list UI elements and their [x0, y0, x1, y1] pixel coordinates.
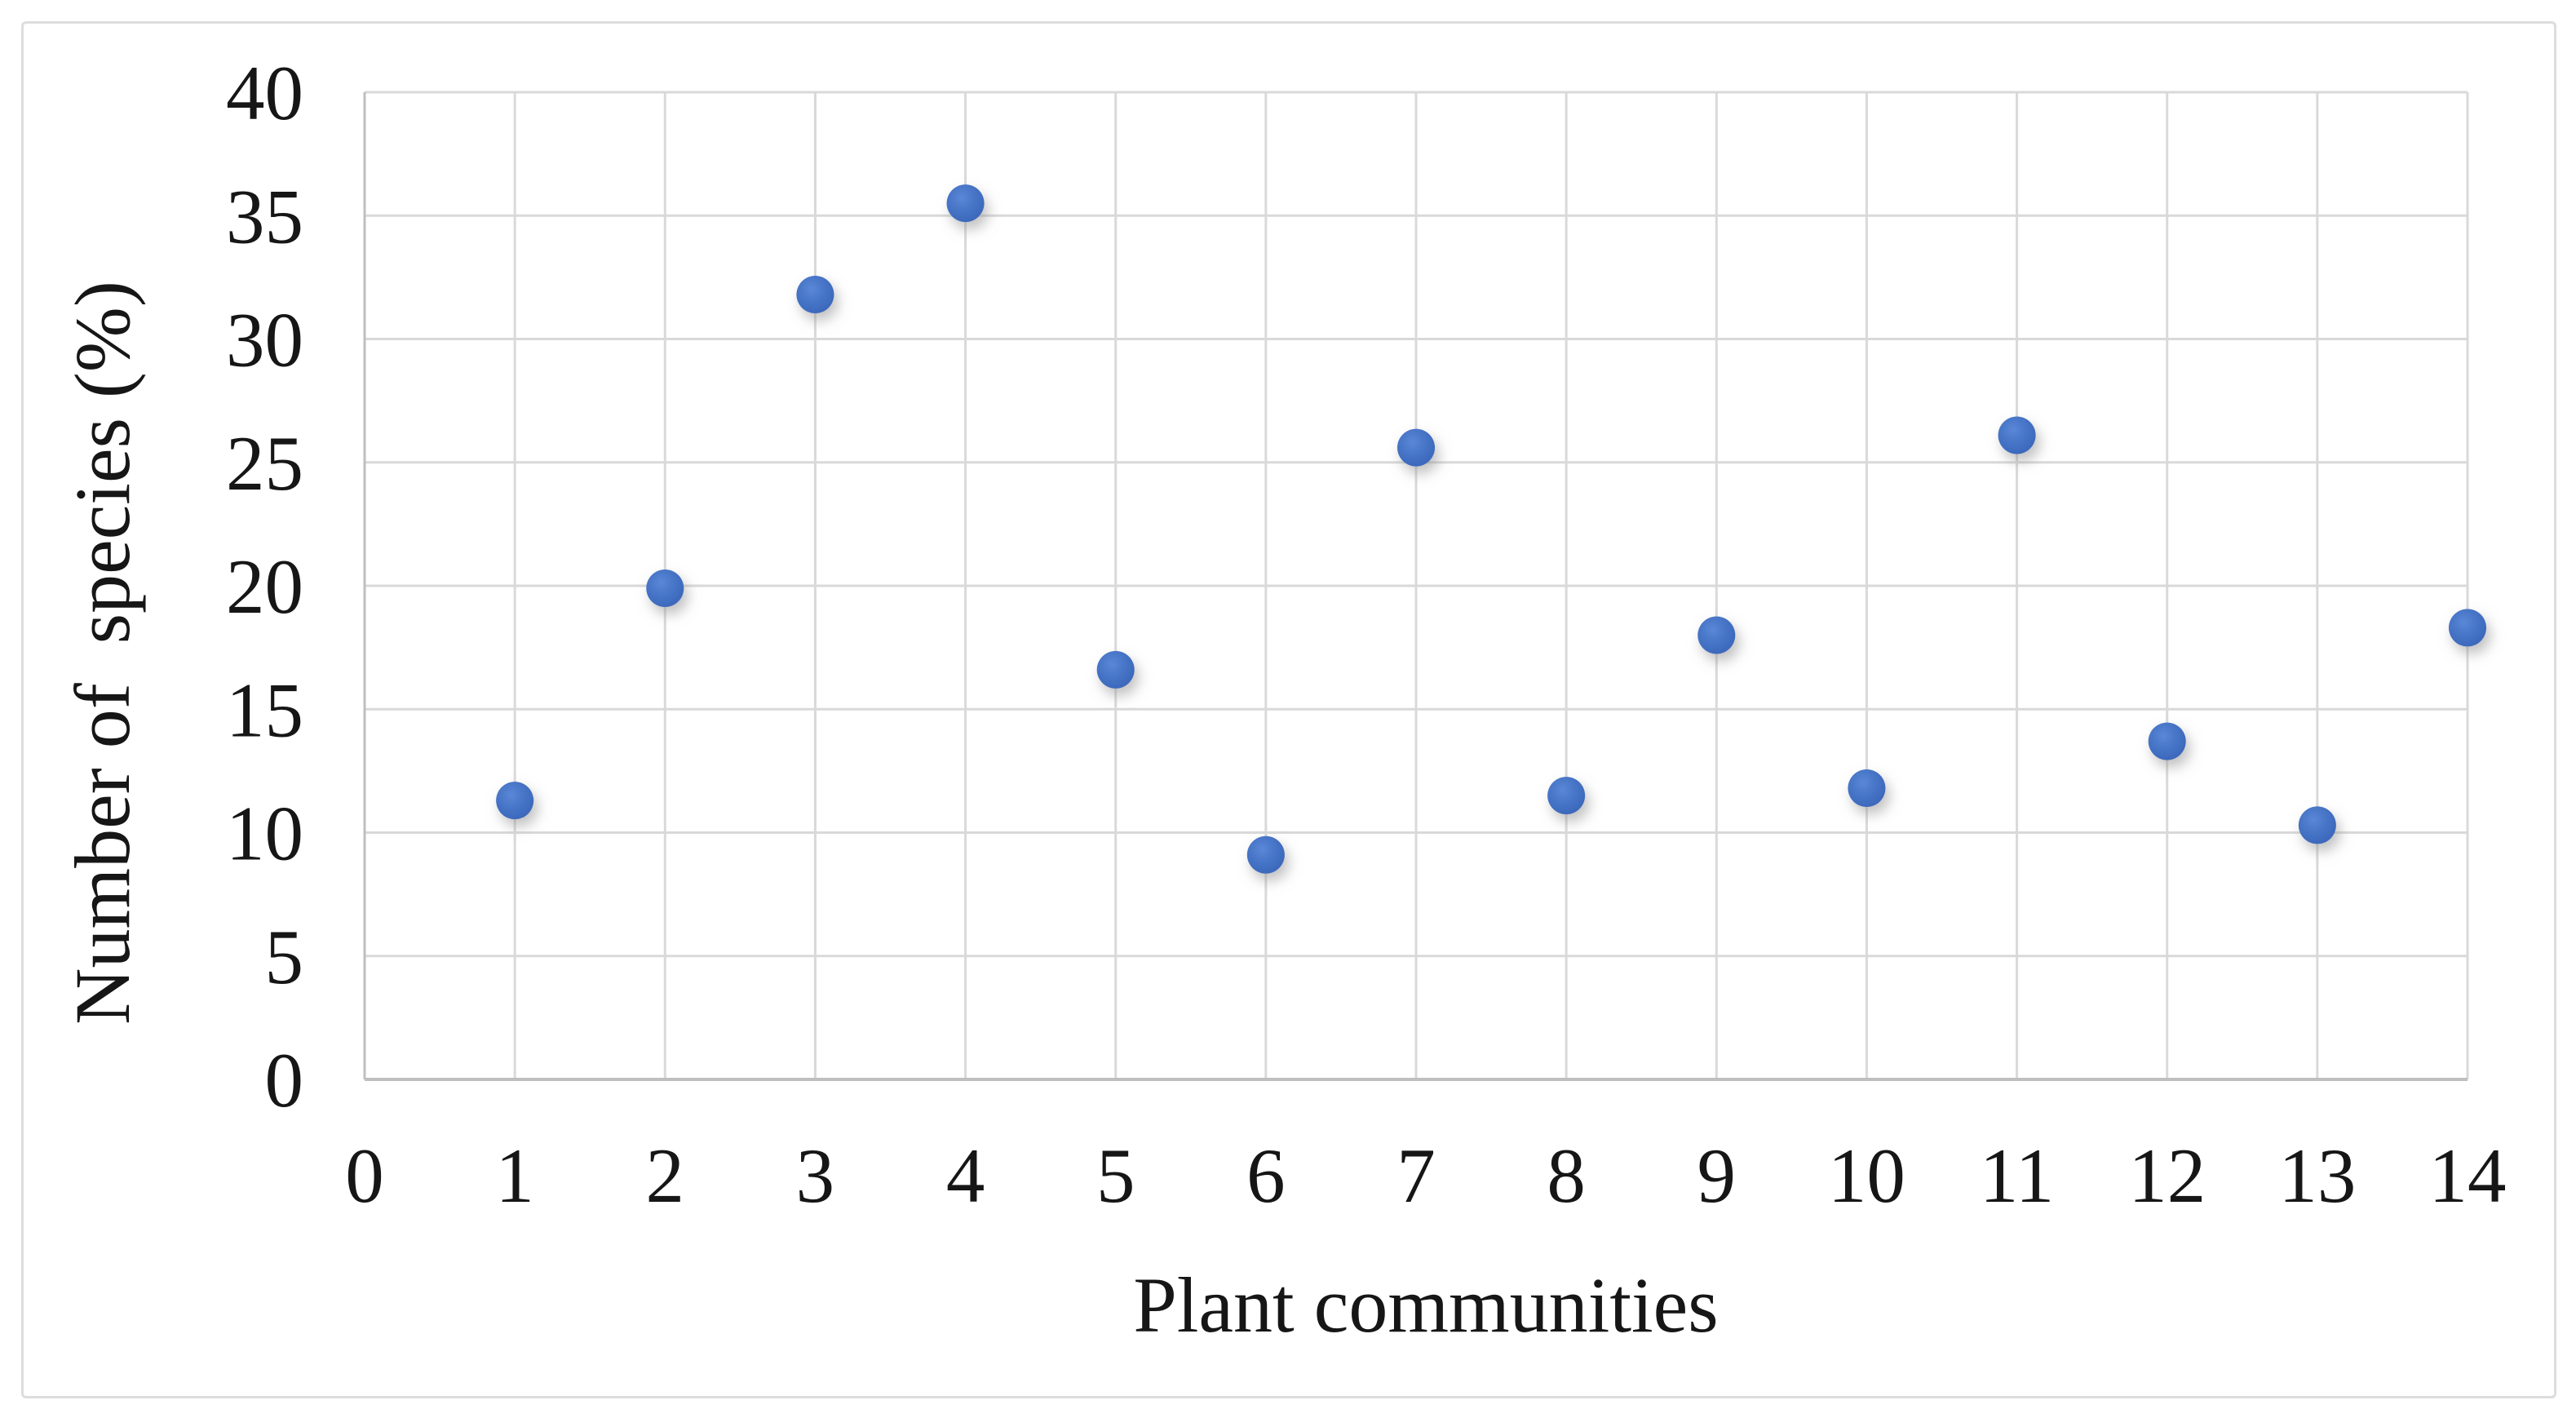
data-point: [1246, 835, 1285, 874]
x-tick-label: 8: [1547, 1132, 1586, 1219]
data-point: [2148, 722, 2186, 760]
x-axis-tick-labels: 0 1 2 3 4 5 6 7 8 9 10 11 12 13 14: [345, 1132, 2506, 1219]
y-axis-tick-labels: 0 5 10 15 20 25 30 35 40: [226, 50, 303, 1123]
x-axis-title: Plant communities: [1133, 1261, 1718, 1349]
y-tick-label: 35: [226, 173, 303, 259]
x-tick-label: 2: [646, 1132, 685, 1219]
x-tick-label: 12: [2128, 1132, 2206, 1219]
x-tick-label: 4: [946, 1132, 985, 1219]
data-point: [1547, 777, 1586, 815]
x-tick-label: 7: [1396, 1132, 1436, 1219]
data-point: [1697, 616, 1736, 654]
y-tick-label: 30: [226, 297, 303, 383]
data-point: [1998, 416, 2036, 454]
x-tick-label: 10: [1828, 1132, 1905, 1219]
data-point: [1397, 428, 1435, 467]
x-tick-label: 14: [2429, 1132, 2507, 1219]
axis-lines: [363, 92, 2468, 1081]
x-tick-label: 5: [1096, 1132, 1135, 1219]
data-point: [646, 569, 684, 608]
data-point: [1848, 769, 1886, 808]
x-tick-label: 9: [1697, 1132, 1737, 1219]
y-tick-label: 15: [226, 667, 303, 753]
x-tick-label: 11: [1980, 1132, 2054, 1219]
data-point: [2449, 609, 2486, 647]
data-point: [1096, 650, 1135, 689]
gridlines: [365, 91, 2469, 1079]
data-points: [496, 184, 2486, 874]
y-tick-label: 5: [265, 914, 304, 1000]
x-tick-label: 0: [345, 1132, 384, 1219]
y-tick-label: 0: [265, 1037, 304, 1123]
data-point: [796, 276, 834, 314]
x-tick-label: 1: [495, 1132, 534, 1219]
data-point: [2298, 806, 2336, 844]
y-tick-label: 25: [226, 420, 303, 507]
data-point: [946, 184, 985, 223]
y-tick-label: 20: [226, 543, 303, 630]
x-tick-label: 3: [796, 1132, 835, 1219]
y-axis-title: Number of species (%): [59, 281, 146, 1025]
data-point: [496, 782, 534, 820]
x-tick-label: 6: [1246, 1132, 1286, 1219]
y-tick-label: 10: [226, 791, 303, 877]
y-tick-label: 40: [226, 50, 303, 136]
x-tick-label: 13: [2278, 1132, 2356, 1219]
